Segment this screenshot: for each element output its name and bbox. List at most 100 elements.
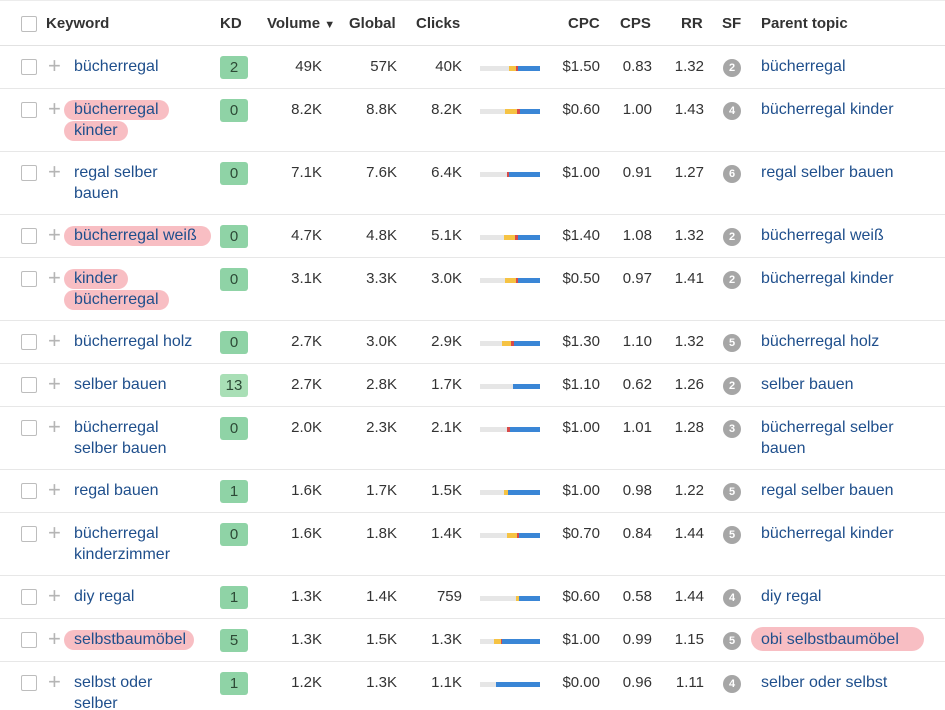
parent-topic-link[interactable]: obi selbstbaumöbel <box>751 627 936 651</box>
cps-value: 1.10 <box>622 333 652 350</box>
row-checkbox[interactable] <box>21 420 37 436</box>
row-checkbox[interactable] <box>21 102 37 118</box>
cpc-value: $1.00 <box>562 482 600 499</box>
row-checkbox[interactable] <box>21 589 37 605</box>
col-rr[interactable]: RR <box>681 15 703 32</box>
bar-segment-blue <box>507 490 540 495</box>
keyword-text: regal selber <box>74 164 158 181</box>
sf-count-badge[interactable]: 2 <box>723 228 741 246</box>
col-volume[interactable]: Volume ▼ <box>267 15 335 32</box>
keyword-link[interactable]: bücherregal kinderzimmer <box>74 523 214 565</box>
sf-count-badge[interactable]: 2 <box>723 377 741 395</box>
expand-plus-icon[interactable]: + <box>48 328 61 353</box>
row-checkbox[interactable] <box>21 271 37 287</box>
rr-value: 1.11 <box>675 674 704 691</box>
parent-topic-link[interactable]: bücherregal selber bauen <box>761 417 936 459</box>
row-checkbox[interactable] <box>21 165 37 181</box>
parent-topic-link[interactable]: regal selber bauen <box>761 480 936 501</box>
clicks-distribution-bar <box>480 278 540 283</box>
cps-value: 0.98 <box>622 482 652 499</box>
clicks-value: 1.3K <box>431 631 462 648</box>
keyword-link[interactable]: selbstbaumöbel <box>64 629 214 650</box>
sf-count-badge[interactable]: 5 <box>723 526 741 544</box>
parent-topic-link[interactable]: bücherregal kinder <box>761 99 936 120</box>
parent-topic-link[interactable]: bücherregal kinder <box>761 268 936 289</box>
global-value: 1.3K <box>366 674 397 691</box>
expand-plus-icon[interactable]: + <box>48 159 61 184</box>
sf-count-badge[interactable]: 4 <box>723 675 741 693</box>
parent-topic-text: bücherregal selber <box>761 419 894 436</box>
sf-count-badge[interactable]: 4 <box>723 589 741 607</box>
expand-plus-icon[interactable]: + <box>48 371 61 396</box>
col-clicks[interactable]: Clicks <box>416 15 461 32</box>
parent-topic-text: bauen <box>761 440 806 457</box>
sf-count-badge[interactable]: 5 <box>723 334 741 352</box>
global-value: 1.7K <box>366 482 397 499</box>
kd-badge: 0 <box>220 268 248 291</box>
parent-topic-link[interactable]: regal selber bauen <box>761 162 936 183</box>
sf-count-badge[interactable]: 4 <box>723 102 741 120</box>
row-checkbox[interactable] <box>21 228 37 244</box>
keyword-link[interactable]: selber bauen <box>74 374 214 395</box>
sf-count-badge[interactable]: 6 <box>723 165 741 183</box>
keyword-link[interactable]: bücherregal <box>74 56 214 77</box>
keyword-link[interactable]: regal bauen <box>74 480 214 501</box>
clicks-value: 1.7K <box>431 376 462 393</box>
row-checkbox[interactable] <box>21 334 37 350</box>
clicks-value: 1.1K <box>431 674 462 691</box>
sf-count-badge[interactable]: 2 <box>723 271 741 289</box>
expand-plus-icon[interactable]: + <box>48 96 61 121</box>
keyword-link[interactable]: bücherregal weiß <box>64 225 214 246</box>
parent-topic-link[interactable]: bücherregal weiß <box>761 225 936 246</box>
bar-segment-blue <box>513 384 540 389</box>
row-checkbox[interactable] <box>21 526 37 542</box>
col-cps[interactable]: CPS <box>620 15 651 32</box>
expand-plus-icon[interactable]: + <box>48 222 61 247</box>
col-global[interactable]: Global <box>349 15 396 32</box>
sf-count-badge[interactable]: 5 <box>723 632 741 650</box>
cps-value: 0.91 <box>622 164 652 181</box>
cpc-value: $1.00 <box>562 631 600 648</box>
col-keyword[interactable]: Keyword <box>46 15 110 32</box>
expand-plus-icon[interactable]: + <box>48 265 61 290</box>
col-kd[interactable]: KD <box>220 15 242 32</box>
expand-plus-icon[interactable]: + <box>48 53 61 78</box>
sf-count-badge[interactable]: 2 <box>723 59 741 77</box>
keyword-link[interactable]: bücherregal holz <box>74 331 214 352</box>
expand-plus-icon[interactable]: + <box>48 414 61 439</box>
expand-plus-icon[interactable]: + <box>48 626 61 651</box>
sf-count-badge[interactable]: 5 <box>723 483 741 501</box>
row-checkbox[interactable] <box>21 59 37 75</box>
parent-topic-link[interactable]: diy regal <box>761 586 936 607</box>
expand-plus-icon[interactable]: + <box>48 583 61 608</box>
select-all-checkbox[interactable] <box>21 16 37 32</box>
row-checkbox[interactable] <box>21 675 37 691</box>
sf-count-badge[interactable]: 3 <box>723 420 741 438</box>
rr-value: 1.27 <box>674 164 704 181</box>
expand-plus-icon[interactable]: + <box>48 520 61 545</box>
row-checkbox[interactable] <box>21 632 37 648</box>
keyword-link[interactable]: bücherregal kinder <box>64 99 214 141</box>
parent-topic-link[interactable]: bücherregal holz <box>761 331 936 352</box>
col-sf[interactable]: SF <box>722 15 742 32</box>
col-parent-topic[interactable]: Parent topic <box>761 15 848 32</box>
cps-value: 1.00 <box>622 101 652 118</box>
parent-topic-link[interactable]: selber bauen <box>761 374 936 395</box>
parent-topic-link[interactable]: bücherregal kinder <box>761 523 936 544</box>
keyword-link[interactable]: regal selber bauen <box>74 162 214 204</box>
keyword-link[interactable]: kinder bücherregal <box>64 268 214 310</box>
keyword-link[interactable]: diy regal <box>74 586 214 607</box>
expand-plus-icon[interactable]: + <box>48 477 61 502</box>
global-value: 1.5K <box>366 631 397 648</box>
row-checkbox[interactable] <box>21 377 37 393</box>
keyword-text: bauen <box>74 185 119 202</box>
keyword-link[interactable]: bücherregal selber bauen <box>74 417 214 459</box>
col-cpc[interactable]: CPC <box>568 15 600 32</box>
parent-topic-link[interactable]: bücherregal <box>761 56 936 77</box>
keyword-link[interactable]: selbst oder selber <box>74 672 214 710</box>
expand-plus-icon[interactable]: + <box>48 669 61 694</box>
volume-value: 4.7K <box>291 227 322 244</box>
parent-topic-link[interactable]: selber oder selbst <box>761 672 936 693</box>
highlight-mark <box>64 121 128 141</box>
row-checkbox[interactable] <box>21 483 37 499</box>
